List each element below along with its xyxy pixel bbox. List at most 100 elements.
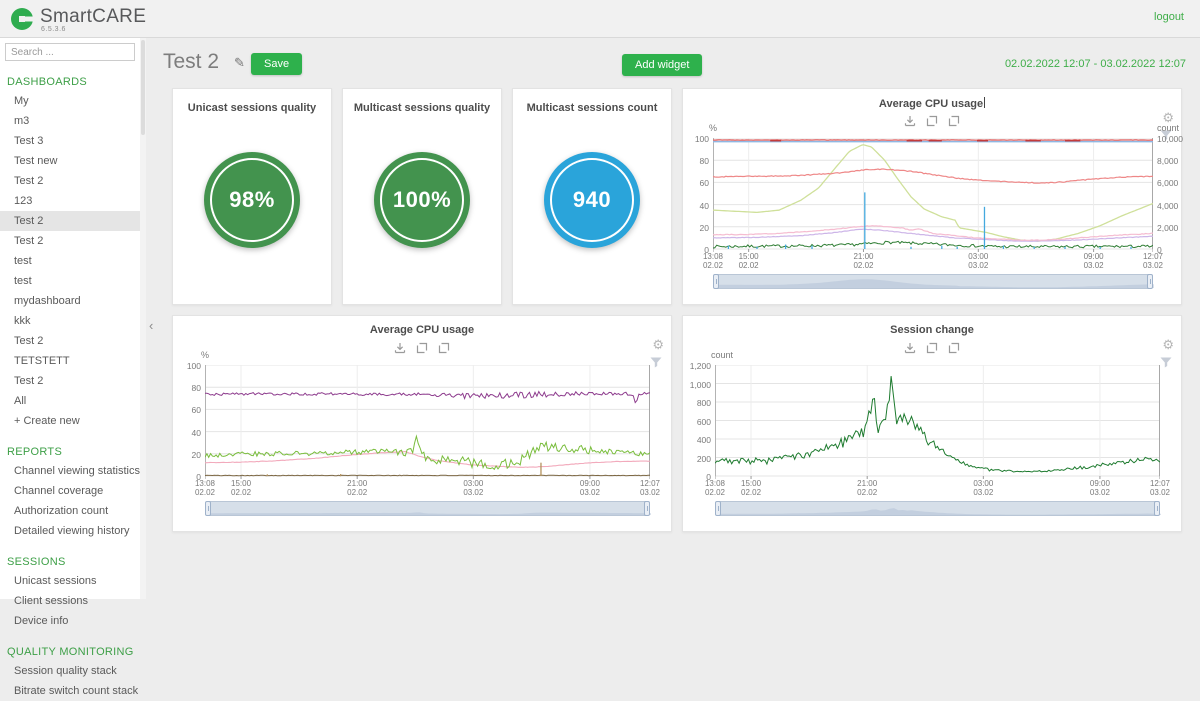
download-icon[interactable] bbox=[394, 342, 406, 354]
selection-box-icon[interactable] bbox=[948, 342, 960, 354]
chart-toolbar bbox=[683, 342, 1181, 356]
slider-handle-right[interactable] bbox=[1154, 501, 1160, 516]
y-tick-label: 80 bbox=[699, 156, 709, 167]
sidebar-item[interactable]: 123 bbox=[14, 195, 33, 207]
gauge-circle: 100% bbox=[374, 152, 470, 248]
sidebar-sections: DASHBOARDS My m3 Test 3 Test new Test 2 123 Tes… bbox=[0, 76, 146, 701]
y-tick-label: 20 bbox=[191, 449, 201, 460]
download-icon[interactable] bbox=[904, 115, 916, 127]
sidebar-item[interactable]: + Create new bbox=[14, 415, 80, 427]
sidebar-item[interactable]: Test 3 bbox=[14, 135, 44, 147]
gauge-circle: 940 bbox=[544, 152, 640, 248]
sidebar-item[interactable]: Client sessions bbox=[14, 595, 88, 607]
time-range-slider[interactable] bbox=[205, 501, 651, 516]
x-tick-label: 12:07 03.02 bbox=[639, 479, 661, 497]
chart-toolbar bbox=[173, 342, 671, 356]
logout-link[interactable]: logout bbox=[1154, 11, 1184, 23]
widget-multicast-sessions-quality: Multicast sessions quality 100% bbox=[342, 88, 502, 305]
selection-box-icon[interactable] bbox=[948, 115, 960, 127]
x-tick-label: 15:00 02.02 bbox=[231, 479, 252, 497]
filter-icon[interactable] bbox=[1160, 130, 1172, 141]
selection-box-icon[interactable] bbox=[926, 115, 938, 127]
y-tick-label: 800 bbox=[696, 398, 711, 408]
sidebar-item[interactable]: Detailed viewing history bbox=[14, 525, 130, 537]
slider-handle-left[interactable] bbox=[713, 274, 719, 289]
sidebar-scrollbar[interactable] bbox=[140, 38, 146, 599]
text-cursor bbox=[984, 97, 986, 108]
chart-plot-area bbox=[715, 365, 1160, 479]
time-range-slider[interactable] bbox=[713, 274, 1154, 289]
sidebar-item[interactable]: Channel viewing statistics bbox=[14, 465, 140, 477]
selection-box-icon[interactable] bbox=[416, 342, 428, 354]
x-tick-label: 03:00 03.02 bbox=[973, 479, 994, 497]
y-axis-unit: % bbox=[201, 350, 210, 360]
sidebar-item[interactable]: test bbox=[14, 255, 32, 267]
y-tick-label: 200 bbox=[696, 453, 711, 464]
sidebar-item[interactable]: TETSTETT bbox=[14, 355, 70, 367]
main-content: Test 2 ✎ Save Add widget 02.02.2022 12:0… bbox=[156, 38, 1200, 599]
sidebar-item[interactable]: Test new bbox=[14, 155, 58, 167]
widget-average-cpu-usage-bottom: Average CPU usage ⚙% 100 80 60 40 20 0 13:08 02.… bbox=[172, 315, 672, 532]
sidebar-collapse-icon[interactable]: ‹ bbox=[149, 318, 154, 333]
sidebar-item[interactable]: Authorization count bbox=[14, 505, 109, 517]
sidebar-item[interactable]: Channel coverage bbox=[14, 485, 104, 497]
gauge-value: 100% bbox=[392, 187, 452, 212]
y-tick-label: 80 bbox=[191, 383, 201, 394]
sidebar-item[interactable]: mydashboard bbox=[14, 295, 81, 307]
chart-title[interactable]: Average CPU usage bbox=[878, 97, 986, 110]
gauge-value: 98% bbox=[229, 187, 275, 212]
slider-handle-right[interactable] bbox=[644, 501, 650, 516]
sidebar-section-title: QUALITY MONITORING bbox=[7, 646, 134, 658]
edit-title-pencil-icon[interactable]: ✎ bbox=[234, 55, 245, 70]
y-tick-label: 1,000 bbox=[689, 379, 711, 390]
sidebar-item[interactable]: Unicast sessions bbox=[14, 575, 97, 587]
y-tick-label: 40 bbox=[699, 200, 709, 211]
sidebar-item[interactable]: My bbox=[14, 95, 29, 107]
slider-handle-left[interactable] bbox=[715, 501, 721, 516]
x-tick-label: 15:00 02.02 bbox=[741, 479, 762, 497]
sidebar-item[interactable]: test bbox=[14, 275, 32, 287]
app-title: SmartCARE bbox=[40, 6, 147, 27]
time-range-slider[interactable] bbox=[715, 501, 1161, 516]
search-input[interactable] bbox=[5, 43, 135, 61]
app-header: SmartCARE 6.5.3.6 logout bbox=[0, 0, 1200, 38]
add-widget-button[interactable]: Add widget bbox=[622, 54, 703, 76]
sidebar-item[interactable]: Test 2 bbox=[14, 175, 44, 187]
gear-icon[interactable]: ⚙ bbox=[1162, 110, 1174, 125]
dashboard-title: Test 2 bbox=[163, 50, 220, 73]
slider-handle-left[interactable] bbox=[205, 501, 211, 516]
filter-icon[interactable] bbox=[1160, 357, 1172, 368]
chart-title: Session change bbox=[890, 324, 974, 336]
date-range-picker[interactable]: 02.02.2022 12:07 - 03.02.2022 12:07 bbox=[1004, 58, 1186, 70]
sidebar-item[interactable]: Session quality stack bbox=[14, 665, 117, 677]
sidebar-item[interactable]: Test 2 bbox=[14, 375, 44, 387]
download-icon[interactable] bbox=[904, 342, 916, 354]
y-tick-label-right: 8,000 bbox=[1157, 156, 1179, 167]
x-tick-label: 09:00 03.02 bbox=[1083, 252, 1104, 270]
x-tick-label: 12:07 03.02 bbox=[1149, 479, 1171, 497]
save-button[interactable]: Save bbox=[251, 53, 303, 75]
selection-box-icon[interactable] bbox=[926, 342, 938, 354]
x-tick-label: 09:00 03.02 bbox=[579, 479, 600, 497]
sidebar-item[interactable]: Test 2 bbox=[14, 335, 44, 347]
sidebar-item[interactable]: Device info bbox=[14, 615, 69, 627]
sidebar-item[interactable]: Test 2 bbox=[0, 211, 146, 231]
gear-icon[interactable]: ⚙ bbox=[652, 337, 664, 352]
sidebar-item[interactable]: kkk bbox=[14, 315, 31, 327]
sidebar-item[interactable]: Bitrate switch count stack bbox=[14, 685, 139, 697]
widget-title: Multicast sessions quality bbox=[353, 102, 491, 114]
sidebar-item[interactable]: All bbox=[14, 395, 27, 407]
sidebar-item[interactable]: m3 bbox=[14, 115, 30, 127]
slider-handle-right[interactable] bbox=[1147, 274, 1153, 289]
sidebar-scrollbar-thumb[interactable] bbox=[141, 40, 145, 135]
filter-icon[interactable] bbox=[650, 357, 662, 368]
y-tick-label-right: 0 bbox=[1157, 245, 1162, 255]
y-tick-label: 40 bbox=[191, 427, 201, 438]
gear-icon[interactable]: ⚙ bbox=[1162, 337, 1174, 352]
sidebar-item[interactable]: Test 2 bbox=[14, 235, 44, 247]
x-tick-label: 15:00 02.02 bbox=[738, 252, 759, 270]
widget-session-change: Session change ⚙ count 1,200 1,000 800 600 400 2… bbox=[682, 315, 1182, 532]
y-tick-label: 60 bbox=[699, 178, 709, 189]
selection-box-icon[interactable] bbox=[438, 342, 450, 354]
y-tick-label: 100 bbox=[186, 361, 201, 371]
